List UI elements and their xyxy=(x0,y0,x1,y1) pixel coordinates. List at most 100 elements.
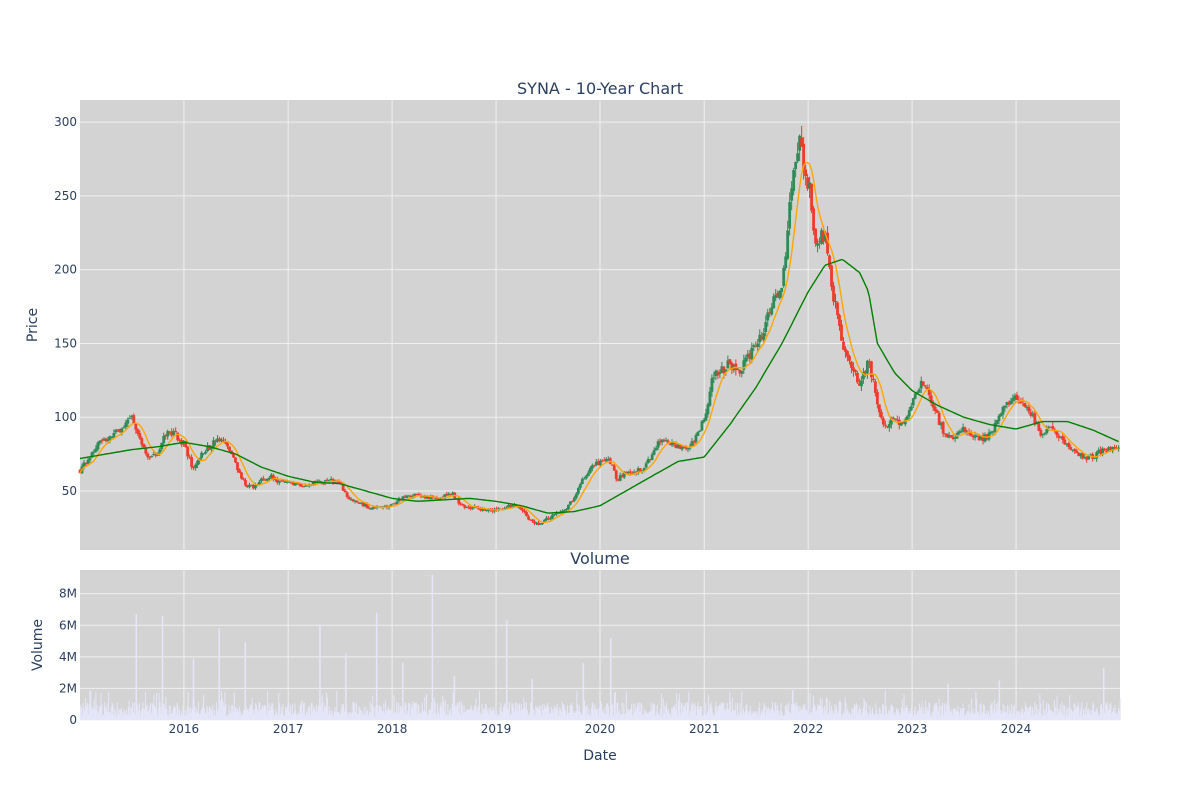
volume-bar xyxy=(547,702,549,720)
volume-bar xyxy=(1111,713,1113,720)
volume-bar xyxy=(365,706,367,720)
candle-body xyxy=(754,345,758,347)
volume-bar xyxy=(1071,712,1073,720)
candle-body xyxy=(722,366,726,374)
candle-body xyxy=(746,353,750,358)
volume-bar xyxy=(596,709,598,720)
candle-body xyxy=(240,472,243,479)
candle-body xyxy=(283,481,287,483)
candle-body xyxy=(808,182,811,189)
volume-bar xyxy=(1023,714,1025,720)
candle-body xyxy=(875,391,879,405)
volume-bar xyxy=(1072,711,1074,720)
volume-bar xyxy=(290,706,292,720)
volume-bar xyxy=(564,709,566,720)
volume-bar xyxy=(975,691,977,720)
volume-bar xyxy=(903,694,905,720)
candle-body xyxy=(162,435,166,444)
candle-body xyxy=(752,345,756,347)
volume-bar xyxy=(773,712,775,720)
volume-bar xyxy=(629,709,631,720)
candle-body xyxy=(355,500,359,503)
volume-bar xyxy=(611,705,613,720)
volume-bar xyxy=(946,704,948,720)
volume-bar xyxy=(1119,698,1121,720)
candle-body xyxy=(698,430,702,432)
volume-bar xyxy=(911,704,913,720)
volume-bar xyxy=(1056,695,1058,720)
volume-bar xyxy=(401,709,403,720)
candle-body xyxy=(363,503,367,507)
volume-bar xyxy=(811,712,813,720)
volume-bar xyxy=(188,712,190,720)
volume-bar xyxy=(157,708,159,720)
volume-bar xyxy=(598,707,600,720)
candle-body xyxy=(457,498,461,504)
candle-body xyxy=(885,426,889,428)
volume-bar xyxy=(326,692,328,720)
volume-bar xyxy=(836,713,838,720)
candle-body xyxy=(963,427,967,432)
date-tick-label: 2017 xyxy=(273,722,304,736)
volume-bar xyxy=(639,712,641,720)
volume-bar xyxy=(455,705,457,720)
volume-tick-label: 2M xyxy=(59,681,77,695)
volume-bar xyxy=(496,715,498,720)
volume-bar xyxy=(824,710,826,720)
volume-bar xyxy=(1097,712,1099,720)
candle-body xyxy=(983,434,987,442)
volume-bar xyxy=(568,713,570,720)
candle-body xyxy=(144,447,148,454)
volume-bar xyxy=(555,706,557,720)
volume-bar xyxy=(701,706,703,720)
volume-bar xyxy=(572,705,574,720)
volume-bar xyxy=(525,708,527,720)
candle-body xyxy=(307,485,311,487)
volume-bar xyxy=(389,708,391,720)
volume-bar xyxy=(1038,711,1040,720)
candle-body xyxy=(668,443,672,445)
candle-body xyxy=(594,461,598,466)
volume-bar xyxy=(259,702,261,720)
volume-bar xyxy=(848,711,850,720)
volume-bar xyxy=(1089,710,1091,720)
volume-bar xyxy=(756,711,758,720)
candle-body xyxy=(604,459,608,462)
volume-bar xyxy=(632,703,634,720)
candle-body xyxy=(425,496,429,499)
candle-body xyxy=(784,256,788,269)
volume-bar xyxy=(353,701,355,720)
volume-bar xyxy=(752,713,754,720)
volume-bar xyxy=(832,711,834,720)
volume-bar xyxy=(546,704,548,720)
candle-body xyxy=(365,504,369,508)
price-tick-label: 50 xyxy=(62,484,77,498)
volume-axis-title: Volume xyxy=(30,619,46,671)
volume-bar xyxy=(1085,714,1087,720)
volume-bar xyxy=(122,715,124,720)
volume-bar xyxy=(606,703,608,720)
volume-bar xyxy=(1026,707,1028,720)
volume-bar xyxy=(279,714,281,720)
candle-body xyxy=(614,470,618,480)
candle-body xyxy=(1097,450,1101,453)
candle-body xyxy=(555,513,558,515)
candle-body xyxy=(94,448,98,452)
volume-bar xyxy=(426,714,428,720)
volume-bar xyxy=(637,702,639,720)
candle-body xyxy=(947,435,951,438)
volume-bar xyxy=(230,713,232,720)
candle-body xyxy=(349,499,353,501)
volume-bar xyxy=(716,711,718,720)
volume-bar xyxy=(121,708,123,720)
candle-body xyxy=(738,370,742,374)
volume-bar xyxy=(787,711,789,720)
volume-bar xyxy=(883,705,885,720)
volume-bar xyxy=(513,712,515,720)
volume-bar xyxy=(1019,714,1021,720)
volume-bar xyxy=(869,705,871,720)
volume-bar xyxy=(186,706,188,720)
candle-body xyxy=(258,481,261,485)
volume-bar xyxy=(986,710,988,720)
volume-bar xyxy=(167,715,169,720)
